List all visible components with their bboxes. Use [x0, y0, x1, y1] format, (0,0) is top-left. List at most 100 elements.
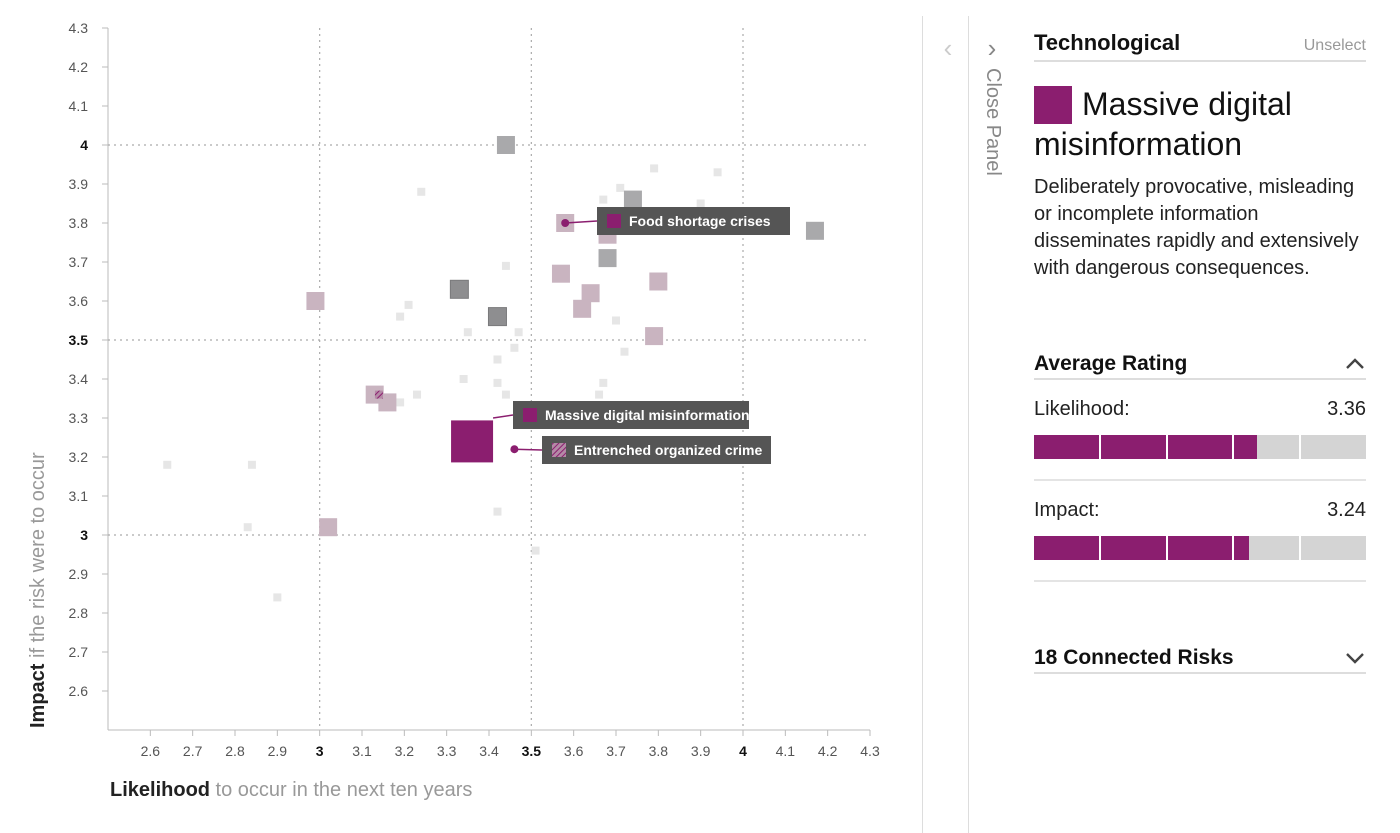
x-tick-label: 4.3: [860, 743, 880, 759]
risk-marker: [374, 390, 383, 399]
unselect-button[interactable]: Unselect: [1303, 37, 1366, 54]
bar-segment-divider: [1298, 435, 1301, 459]
y-tick-label: 3.7: [69, 254, 89, 270]
selected-risk-marker: [451, 420, 494, 463]
x-tick-label: 3: [316, 743, 324, 759]
bar-segment-divider: [1165, 435, 1168, 459]
y-tick-label: 4.3: [69, 20, 89, 36]
risk-marker: [463, 328, 472, 337]
impact-bar-fill: [1034, 536, 1250, 560]
risk-marker: [616, 183, 625, 192]
callout-text: Massive digital misinformation: [545, 407, 750, 423]
risk-marker: [163, 460, 172, 469]
risk-marker: [551, 264, 570, 283]
average-rating-title: Average Rating: [1034, 352, 1188, 375]
y-tick-label: 4: [80, 137, 88, 153]
likelihood-metric: Likelihood: 3.36: [1034, 398, 1366, 459]
chevron-up-icon[interactable]: [1344, 353, 1366, 375]
chevron-left-icon[interactable]: ‹: [943, 33, 953, 63]
y-tick-label: 4.2: [69, 59, 89, 75]
panel-divider-right: [968, 16, 969, 833]
risk-marker: [620, 347, 629, 356]
x-tick-label: 3.2: [395, 743, 415, 759]
y-tick-label: 3.2: [69, 449, 89, 465]
callout-connector: [514, 448, 543, 451]
chevron-right-icon[interactable]: ›: [987, 33, 997, 63]
callout-label: Massive digital misinformation: [513, 401, 750, 429]
risk-marker: [598, 249, 617, 268]
callout-background: [513, 401, 749, 429]
risk-marker: [396, 398, 405, 407]
bar-segment-divider: [1298, 536, 1301, 560]
x-tick-label: 4.2: [818, 743, 838, 759]
risk-marker: [459, 375, 468, 383]
y-tick-label: 2.6: [69, 683, 89, 699]
risk-marker: [496, 136, 515, 154]
risk-marker: [696, 199, 705, 208]
impact-bar: [1034, 536, 1366, 560]
callout-label: Entrenched organized crime: [542, 436, 771, 464]
risk-marker: [645, 327, 664, 346]
x-tick-label: 3.5: [522, 743, 542, 759]
connected-risks-title: 18 Connected Risks: [1034, 646, 1234, 669]
bar-segment-divider: [1232, 536, 1235, 560]
risk-marker: [510, 343, 519, 352]
y-tick-label: 3.4: [69, 371, 89, 387]
risk-marker: [501, 390, 510, 399]
risk-marker: [501, 261, 510, 270]
y-tick-label: 3.3: [69, 410, 89, 426]
x-tick-label: 3.6: [564, 743, 584, 759]
metric-divider: [1034, 580, 1366, 582]
chevron-down-icon[interactable]: [1344, 647, 1366, 669]
risk-detail-panel: Technological Unselect Massive digital m…: [1034, 30, 1366, 674]
x-tick-label: 3.1: [352, 743, 372, 759]
risk-scatter-chart: 2.6 2.7 2.8 2.9 3 3.1 3.2 3.3 3.4 3.5 3.6 3.7 3.8 3.9…: [27, 20, 880, 801]
x-axis-title: Likelihood to occur in the next ten year…: [110, 779, 472, 801]
y-tick-label: 2.8: [69, 605, 89, 621]
close-panel-label: Close Panel: [982, 68, 1004, 176]
risk-marker: [649, 272, 668, 291]
risk-title: Massive digital: [1034, 84, 1366, 124]
y-tick-label: 2.9: [69, 566, 89, 582]
risk-description: Deliberately provocative, misleading or …: [1034, 176, 1359, 279]
risk-marker: [599, 378, 608, 387]
likelihood-bar: [1034, 435, 1366, 459]
risk-marker: [493, 507, 502, 516]
x-tick-label: 3.9: [691, 743, 711, 759]
risk-marker: [306, 292, 325, 310]
x-tick-label: 3.3: [437, 743, 457, 759]
callout-background: [542, 436, 771, 464]
risk-marker: [599, 195, 608, 204]
y-tick-label: 4.1: [69, 98, 89, 114]
likelihood-bar-fill: [1034, 435, 1258, 459]
impact-value: 3.24: [1327, 499, 1366, 521]
risk-marker: [247, 460, 256, 469]
callout-swatch: [523, 408, 537, 422]
metric-divider: [1034, 479, 1366, 481]
bar-segment-divider: [1232, 435, 1235, 459]
risk-marker: [319, 518, 338, 537]
risk-marker: [650, 164, 659, 173]
risk-marker: [514, 328, 523, 337]
panel-header: Technological Unselect: [1034, 30, 1366, 62]
risk-marker: [273, 593, 282, 602]
callout-connector: [492, 414, 514, 419]
x-tick-label: 2.7: [183, 743, 203, 759]
risk-name-line-2: misinformation: [1034, 126, 1243, 162]
risk-marker: [713, 168, 722, 177]
x-tick-label: 2.6: [141, 743, 161, 759]
risk-marker: [449, 279, 469, 299]
close-panel-button[interactable]: Close Panel: [978, 68, 1006, 208]
panel-divider-left: [922, 16, 923, 833]
average-rating-header[interactable]: Average Rating: [1034, 352, 1366, 380]
y-tick-label: 3.6: [69, 293, 89, 309]
callout-background: [597, 207, 790, 235]
risk-marker: [396, 312, 405, 321]
y-tick-label: 3.5: [69, 332, 89, 348]
risk-marker: [404, 300, 413, 309]
likelihood-value: 3.36: [1327, 398, 1366, 420]
y-tick-label: 3.9: [69, 176, 89, 192]
bar-segment-divider: [1165, 536, 1168, 560]
connected-risks-header[interactable]: 18 Connected Risks: [1034, 646, 1366, 674]
average-rating-section: Average Rating Likelihood: 3.36 Impact: …: [1034, 352, 1366, 582]
